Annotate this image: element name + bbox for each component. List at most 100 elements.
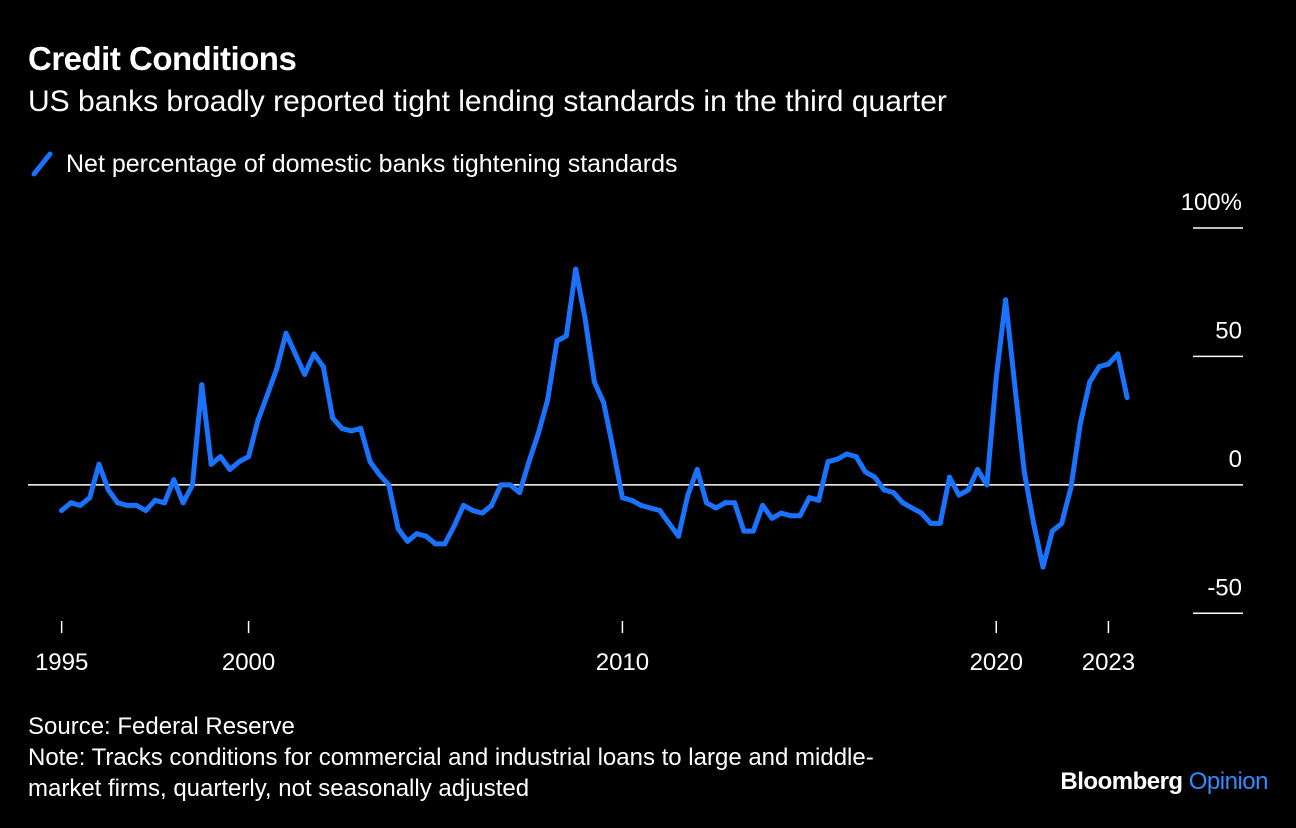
data-point <box>741 528 747 534</box>
data-point <box>704 500 709 506</box>
data-point <box>676 533 681 539</box>
data-point <box>666 520 672 526</box>
data-point <box>1124 395 1130 400</box>
data-point <box>395 526 401 531</box>
x-tick-label: 1995 <box>35 649 88 676</box>
data-point <box>648 505 653 511</box>
data-point <box>227 467 233 472</box>
data-point <box>629 497 635 503</box>
data-point <box>563 333 569 339</box>
bloomberg-opinion-logo: Bloomberg Opinion <box>1060 768 1268 796</box>
data-point <box>96 461 102 467</box>
data-point <box>330 415 336 421</box>
data-point <box>208 461 214 467</box>
data-point <box>1077 420 1083 426</box>
data-point <box>311 351 317 357</box>
data-point <box>526 459 532 465</box>
footnote-line-1: Note: Tracks conditions for commercial a… <box>28 744 874 771</box>
data-point <box>760 502 766 508</box>
data-point <box>236 459 242 465</box>
data-point <box>881 487 887 493</box>
data-point <box>713 505 719 511</box>
data-point <box>376 472 382 478</box>
data-point <box>152 497 158 503</box>
x-tick-label: 2000 <box>222 649 275 676</box>
data-point <box>947 474 952 480</box>
data-point <box>993 374 999 380</box>
data-point <box>816 497 822 503</box>
data-point <box>806 495 812 501</box>
data-point <box>517 490 523 496</box>
data-point <box>900 500 906 506</box>
data-point <box>872 474 878 480</box>
data-point <box>180 500 186 506</box>
data-point <box>105 487 111 493</box>
data-point <box>274 366 280 372</box>
y-tick-label: 100% <box>1181 189 1242 216</box>
data-point <box>264 392 270 398</box>
data-point <box>498 482 504 488</box>
data-point <box>414 531 420 537</box>
data-point <box>778 510 784 516</box>
legend-swatch-icon <box>31 151 53 177</box>
data-point <box>1105 361 1111 367</box>
source-note: Source: Federal Reserve <box>28 713 295 740</box>
data-point <box>479 510 485 516</box>
data-point <box>1049 528 1055 534</box>
data-point <box>77 502 83 508</box>
data-point <box>1059 520 1065 526</box>
data-point <box>461 502 466 508</box>
data-point <box>834 456 840 462</box>
data-point <box>470 508 476 513</box>
data-point <box>115 500 121 506</box>
data-point <box>218 454 223 460</box>
data-point <box>451 523 457 529</box>
data-point <box>909 505 915 511</box>
data-point <box>797 513 803 519</box>
data-point <box>1012 384 1018 390</box>
data-point <box>1040 564 1046 570</box>
y-tick-label: 0 <box>1229 446 1242 473</box>
data-point <box>853 454 859 460</box>
y-tick-label: -50 <box>1207 574 1242 601</box>
data-point <box>1096 364 1102 370</box>
data-point <box>788 513 794 519</box>
data-point <box>573 266 579 272</box>
data-point <box>919 510 924 516</box>
chart-title: Credit Conditions <box>28 40 297 77</box>
legend: Net percentage of domestic banks tighten… <box>30 147 678 181</box>
data-point <box>292 351 298 357</box>
data-point <box>405 538 410 544</box>
data-point <box>545 397 551 403</box>
data-point <box>367 459 373 465</box>
x-tick-label: 2010 <box>596 649 649 676</box>
chart-footer: Source: Federal Reserve Note: Tracks con… <box>28 711 874 804</box>
data-point <box>190 482 195 488</box>
data-point <box>862 469 868 475</box>
data-point <box>722 500 728 506</box>
data-point <box>591 379 597 385</box>
x-tick-label: 2023 <box>1082 649 1135 676</box>
data-point <box>535 431 541 436</box>
data-point <box>1031 520 1037 526</box>
data-point <box>1003 297 1009 303</box>
data-point <box>610 446 616 452</box>
data-point <box>956 492 962 498</box>
data-point <box>320 364 326 370</box>
data-point <box>638 502 644 508</box>
chart-subtitle: US banks broadly reported tight lending … <box>28 85 947 118</box>
data-point <box>255 418 261 424</box>
data-point <box>937 520 943 526</box>
data-point <box>844 451 850 457</box>
y-tick-label: 50 <box>1215 317 1242 344</box>
data-point <box>732 500 738 506</box>
data-point <box>1021 469 1027 475</box>
data-point <box>984 482 990 488</box>
footnote-line-2: market firms, quarterly, not seasonally … <box>28 775 530 802</box>
data-point <box>489 502 495 508</box>
data-point <box>68 500 74 506</box>
data-point <box>143 508 149 513</box>
data-point <box>891 490 896 496</box>
data-point <box>928 520 934 526</box>
